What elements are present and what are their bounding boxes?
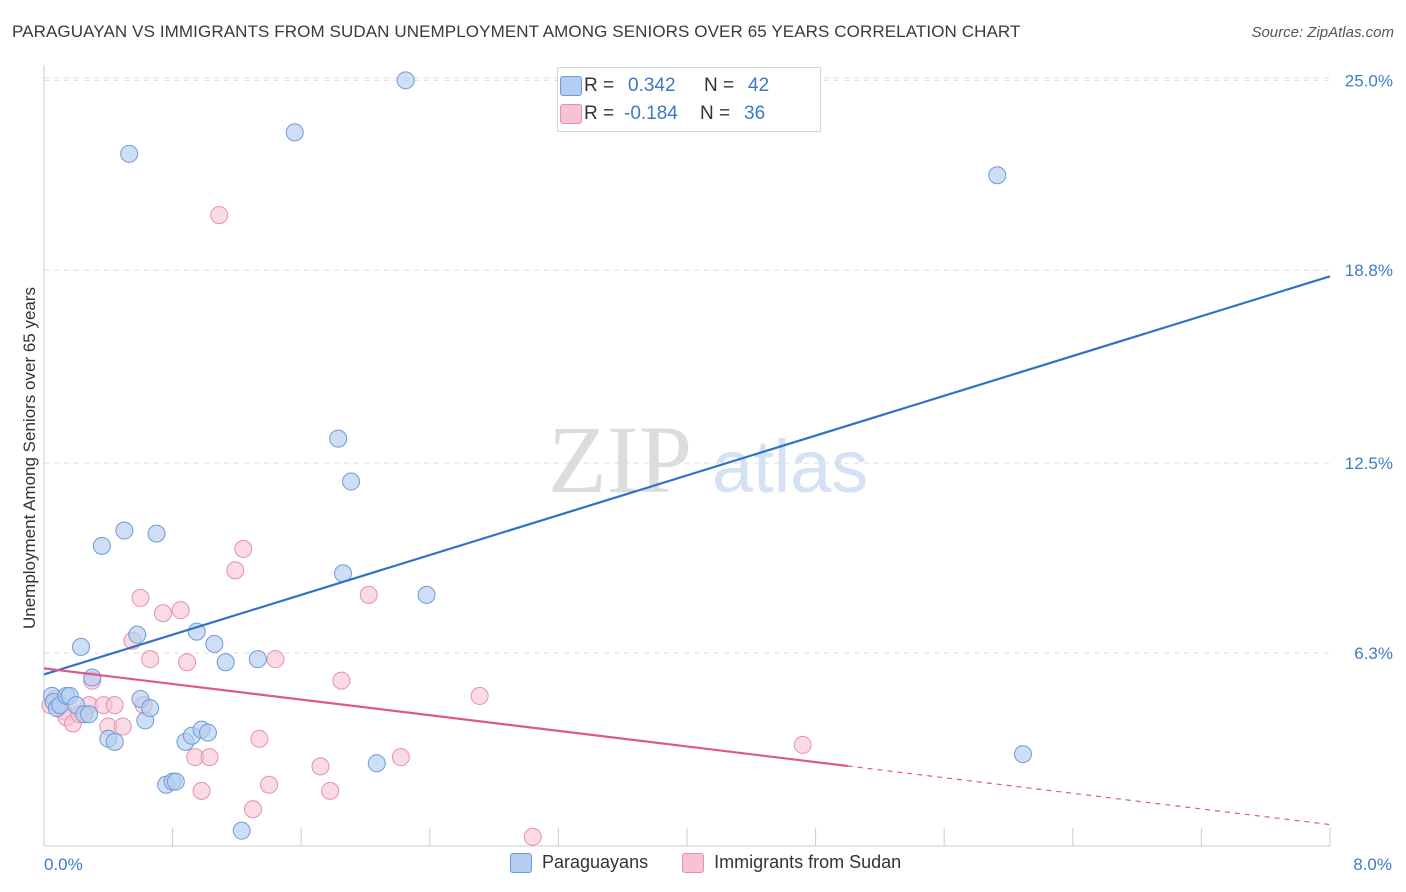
- legend-label-sudan: Immigrants from Sudan: [714, 852, 902, 872]
- legend-item-paraguayans: Paraguayans: [510, 852, 648, 873]
- legend-n-value: 36: [744, 103, 766, 124]
- x-tick-label: 0.0%: [44, 855, 83, 874]
- data-point-sudan: [332, 671, 351, 690]
- data-point-sudan: [250, 729, 269, 748]
- data-point-sudan: [210, 206, 229, 225]
- data-point-sudan: [260, 775, 279, 794]
- watermark: ZIP atlas: [548, 406, 868, 513]
- x-tick-label: 8.0%: [1353, 855, 1392, 874]
- data-point-sudan: [523, 827, 542, 846]
- trend-line-sudan-extrapolated: [847, 765, 1331, 826]
- legend-r-value: -0.184: [624, 103, 678, 124]
- data-point-paraguayans: [166, 772, 185, 791]
- data-point-paraguayans: [417, 585, 436, 604]
- legend-item-sudan: Immigrants from Sudan: [682, 852, 901, 873]
- data-point-sudan: [113, 717, 132, 736]
- axes: [43, 65, 1331, 847]
- series-legend: Paraguayans Immigrants from Sudan: [510, 852, 935, 873]
- y-axis-label: Unemployment Among Seniors over 65 years: [20, 287, 39, 629]
- data-point-paraguayans: [329, 429, 348, 448]
- data-point-sudan: [192, 781, 211, 800]
- legend-r-value: 0.342: [628, 75, 676, 96]
- data-point-paraguayans: [216, 653, 235, 672]
- data-point-sudan: [105, 696, 124, 715]
- data-point-paraguayans: [105, 732, 124, 751]
- data-point-paraguayans: [83, 668, 102, 687]
- data-point-paraguayans: [198, 723, 217, 742]
- data-point-sudan: [391, 748, 410, 767]
- data-point-paraguayans: [367, 754, 386, 773]
- legend-swatch-blue: [560, 76, 582, 96]
- legend-swatch-pink: [560, 104, 582, 124]
- data-point-sudan: [311, 757, 330, 776]
- data-point-paraguayans: [71, 637, 90, 656]
- data-point-paraguayans: [285, 123, 304, 142]
- data-point-paraguayans: [141, 699, 160, 718]
- data-point-sudan: [793, 735, 812, 754]
- trend-line-paraguayans: [43, 275, 1331, 676]
- y-tick-label: 25.0%: [1345, 71, 1393, 90]
- legend-n-value: 42: [748, 75, 770, 96]
- data-point-sudan: [470, 686, 489, 705]
- data-point-sudan: [226, 561, 245, 580]
- watermark-atlas: atlas: [712, 425, 868, 508]
- legend-n-label: N =: [704, 75, 735, 96]
- data-point-paraguayans: [120, 144, 139, 163]
- data-point-paraguayans: [128, 625, 147, 644]
- legend-row-paraguayans: R = 0.342 N = 42: [560, 74, 770, 98]
- data-point-sudan: [141, 650, 160, 669]
- y-tick-label: 18.8%: [1345, 261, 1393, 280]
- data-point-sudan: [359, 585, 378, 604]
- data-point-paraguayans: [80, 705, 99, 724]
- legend-label-paraguayans: Paraguayans: [542, 852, 649, 872]
- data-point-paraguayans: [988, 166, 1007, 185]
- data-point-paraguayans: [187, 622, 206, 641]
- legend-swatch-blue: [510, 852, 532, 873]
- data-point-sudan: [178, 653, 197, 672]
- correlation-legend: R = 0.342 N = 42 R = -0.184 N = 36: [557, 67, 821, 132]
- data-point-sudan: [321, 781, 340, 800]
- trend-line-sudan: [43, 667, 848, 768]
- legend-row-sudan: R = -0.184 N = 36: [560, 102, 766, 126]
- data-point-sudan: [171, 601, 190, 620]
- legend-n-label: N =: [700, 103, 731, 124]
- data-point-paraguayans: [115, 521, 134, 540]
- data-point-paraguayans: [396, 71, 415, 90]
- data-point-paraguayans: [1013, 745, 1032, 764]
- data-point-paraguayans: [92, 536, 111, 555]
- data-point-sudan: [200, 748, 219, 767]
- data-point-sudan: [234, 539, 253, 558]
- data-point-sudan: [243, 800, 262, 819]
- data-point-paraguayans: [232, 821, 251, 840]
- source-label: Source: ZipAtlas.com: [1251, 24, 1394, 41]
- data-point-paraguayans: [248, 650, 267, 669]
- tick-labels: 6.3% 12.5% 18.8% 25.0% 0.0% 8.0%: [44, 71, 1393, 874]
- series-paraguayans: [43, 71, 1032, 840]
- data-point-sudan: [153, 604, 172, 623]
- chart-title: PARAGUAYAN VS IMMIGRANTS FROM SUDAN UNEM…: [12, 22, 1021, 41]
- legend-swatch-pink: [682, 852, 705, 873]
- data-point-paraguayans: [205, 634, 224, 653]
- legend-r-label: R =: [584, 103, 615, 124]
- data-point-sudan: [131, 588, 150, 607]
- y-tick-label: 12.5%: [1345, 454, 1393, 473]
- data-point-sudan: [266, 650, 285, 669]
- data-point-paraguayans: [147, 524, 166, 543]
- legend-r-label: R =: [584, 75, 615, 96]
- data-point-paraguayans: [342, 472, 361, 491]
- trend-lines: [43, 275, 1331, 826]
- y-tick-label: 6.3%: [1354, 644, 1393, 663]
